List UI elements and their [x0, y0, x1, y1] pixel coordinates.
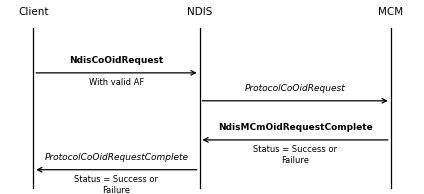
Text: NdisMCmOidRequestComplete: NdisMCmOidRequestComplete [218, 123, 372, 133]
Text: MCM: MCM [378, 7, 403, 17]
Text: Status = Success or
Failure: Status = Success or Failure [253, 146, 337, 165]
Text: Client: Client [18, 7, 49, 17]
Text: NdisCoOidRequest: NdisCoOidRequest [69, 56, 164, 65]
Text: ProtocolCoOidRequestComplete: ProtocolCoOidRequestComplete [45, 153, 188, 162]
Text: Status = Success or
Failure: Status = Success or Failure [75, 175, 159, 194]
Text: ProtocolCoOidRequest: ProtocolCoOidRequest [245, 84, 346, 93]
Text: NDIS: NDIS [187, 7, 212, 17]
Text: With valid AF: With valid AF [89, 78, 144, 87]
